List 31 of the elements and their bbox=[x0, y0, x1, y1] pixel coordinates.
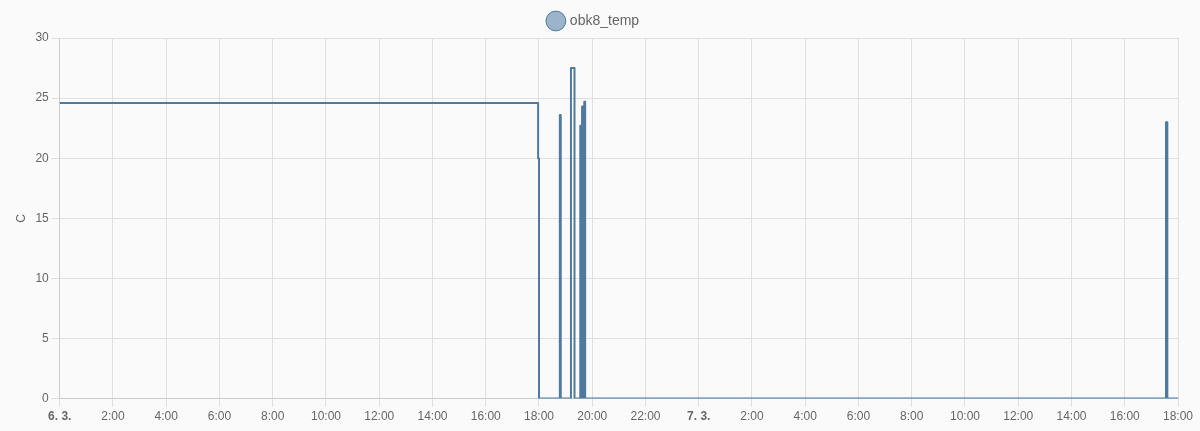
x-tick-label: 7. 3. bbox=[687, 409, 711, 424]
x-tick-label: 4:00 bbox=[793, 409, 818, 424]
x-tick-label: 10:00 bbox=[949, 409, 981, 424]
y-tick-label: 15 bbox=[35, 210, 50, 225]
x-tick-label: 16:00 bbox=[470, 409, 502, 424]
x-tick-label: 18:00 bbox=[523, 409, 555, 424]
x-tick-label: 18:00 bbox=[1162, 409, 1194, 424]
x-tick-label: 8:00 bbox=[261, 409, 285, 424]
x-tick-label: 20:00 bbox=[577, 409, 608, 424]
x-tick-label: 14:00 bbox=[1056, 409, 1087, 424]
y-tick-label: 5 bbox=[42, 330, 50, 345]
y-tick-label: 25 bbox=[35, 90, 50, 105]
x-tick-label: 12:00 bbox=[1003, 409, 1034, 424]
x-tick-label: 12:00 bbox=[364, 409, 395, 424]
y-tick-label: 0 bbox=[42, 390, 50, 405]
x-tick-label: 8:00 bbox=[900, 409, 924, 424]
x-tick-label: 6:00 bbox=[207, 409, 232, 424]
x-tick-label: 14:00 bbox=[417, 409, 448, 424]
x-tick-label: 4:00 bbox=[154, 409, 179, 424]
y-tick-label: 10 bbox=[35, 270, 50, 285]
x-tick-label: 2:00 bbox=[101, 409, 125, 424]
x-tick-label: 10:00 bbox=[310, 409, 342, 424]
y-tick-label: 20 bbox=[35, 150, 50, 165]
legend-label: obk8_temp bbox=[569, 11, 640, 28]
x-tick-label: 16:00 bbox=[1109, 409, 1141, 424]
y-tick-label: 30 bbox=[35, 30, 50, 45]
x-tick-label: 2:00 bbox=[740, 409, 764, 424]
x-tick-label: 6:00 bbox=[846, 409, 871, 424]
x-tick-label: 6. 3. bbox=[48, 409, 72, 424]
y-axis-title: C bbox=[13, 213, 28, 223]
x-tick-label: 22:00 bbox=[630, 409, 661, 424]
